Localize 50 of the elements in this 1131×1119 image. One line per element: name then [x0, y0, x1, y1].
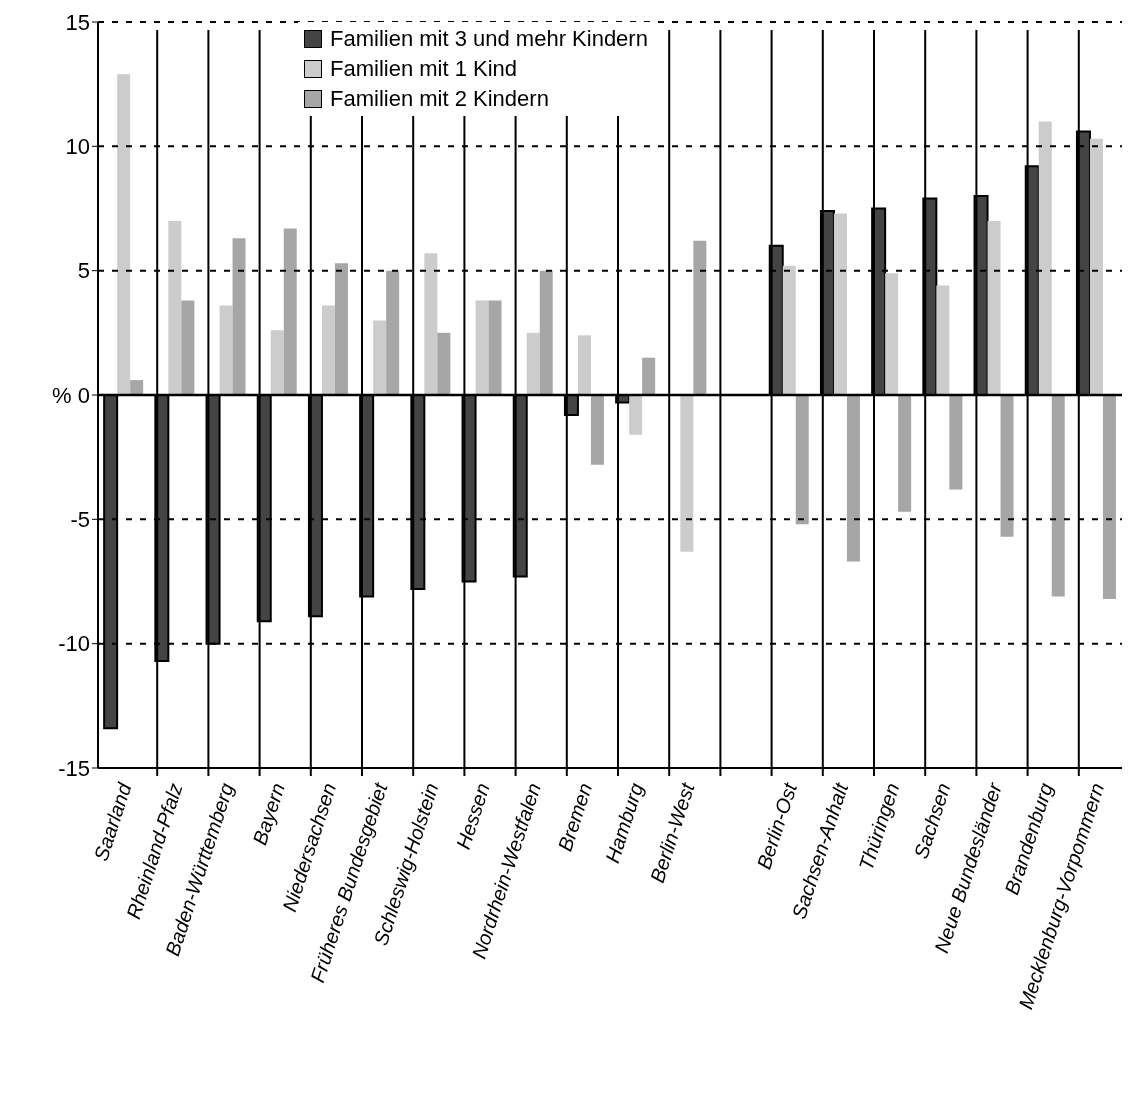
bar — [1051, 395, 1065, 597]
x-tick-label: Bremen — [553, 780, 597, 854]
bar — [488, 300, 502, 395]
bar — [1089, 138, 1103, 395]
y-tick-label: -10 — [58, 631, 90, 657]
bar — [373, 320, 387, 395]
bar — [949, 395, 963, 490]
bar — [1038, 121, 1052, 395]
bar — [795, 395, 809, 525]
bar — [987, 220, 1001, 395]
y-tick-label: 5 — [77, 258, 90, 284]
y-tick-label: % 0 — [52, 382, 90, 408]
bar — [283, 228, 297, 395]
bar — [680, 395, 694, 552]
y-tick-label: -5 — [70, 507, 90, 533]
y-tick-label: 15 — [65, 9, 90, 35]
bar — [833, 213, 847, 395]
bar — [526, 332, 540, 395]
bar — [168, 220, 182, 395]
bar — [782, 265, 796, 395]
bar — [437, 332, 451, 395]
bar — [885, 273, 899, 395]
bar — [321, 305, 335, 395]
bar — [898, 395, 912, 512]
bar — [846, 395, 860, 562]
bar — [386, 270, 400, 395]
y-tick-label: 10 — [65, 134, 90, 160]
bar — [117, 74, 131, 395]
bar — [629, 395, 643, 435]
bar — [130, 380, 144, 395]
bar — [693, 240, 707, 395]
bar — [539, 270, 553, 395]
bar — [642, 357, 656, 395]
bar — [475, 300, 489, 395]
legend-label: Familien mit 3 und mehr Kindern — [330, 25, 648, 53]
legend-label: Familien mit 1 Kind — [330, 55, 518, 83]
bar — [424, 253, 438, 395]
bar — [936, 285, 950, 395]
legend-label: Familien mit 2 Kindern — [330, 85, 549, 113]
x-tick-label: Bayern — [248, 780, 289, 848]
bar — [1000, 395, 1014, 537]
bar — [232, 238, 246, 395]
bar — [270, 330, 284, 395]
bar — [181, 300, 195, 395]
bar — [590, 395, 604, 465]
bar — [577, 335, 591, 395]
bar — [1102, 395, 1116, 599]
y-tick-label: -15 — [58, 755, 90, 781]
bar — [219, 305, 233, 395]
bar — [334, 263, 348, 395]
